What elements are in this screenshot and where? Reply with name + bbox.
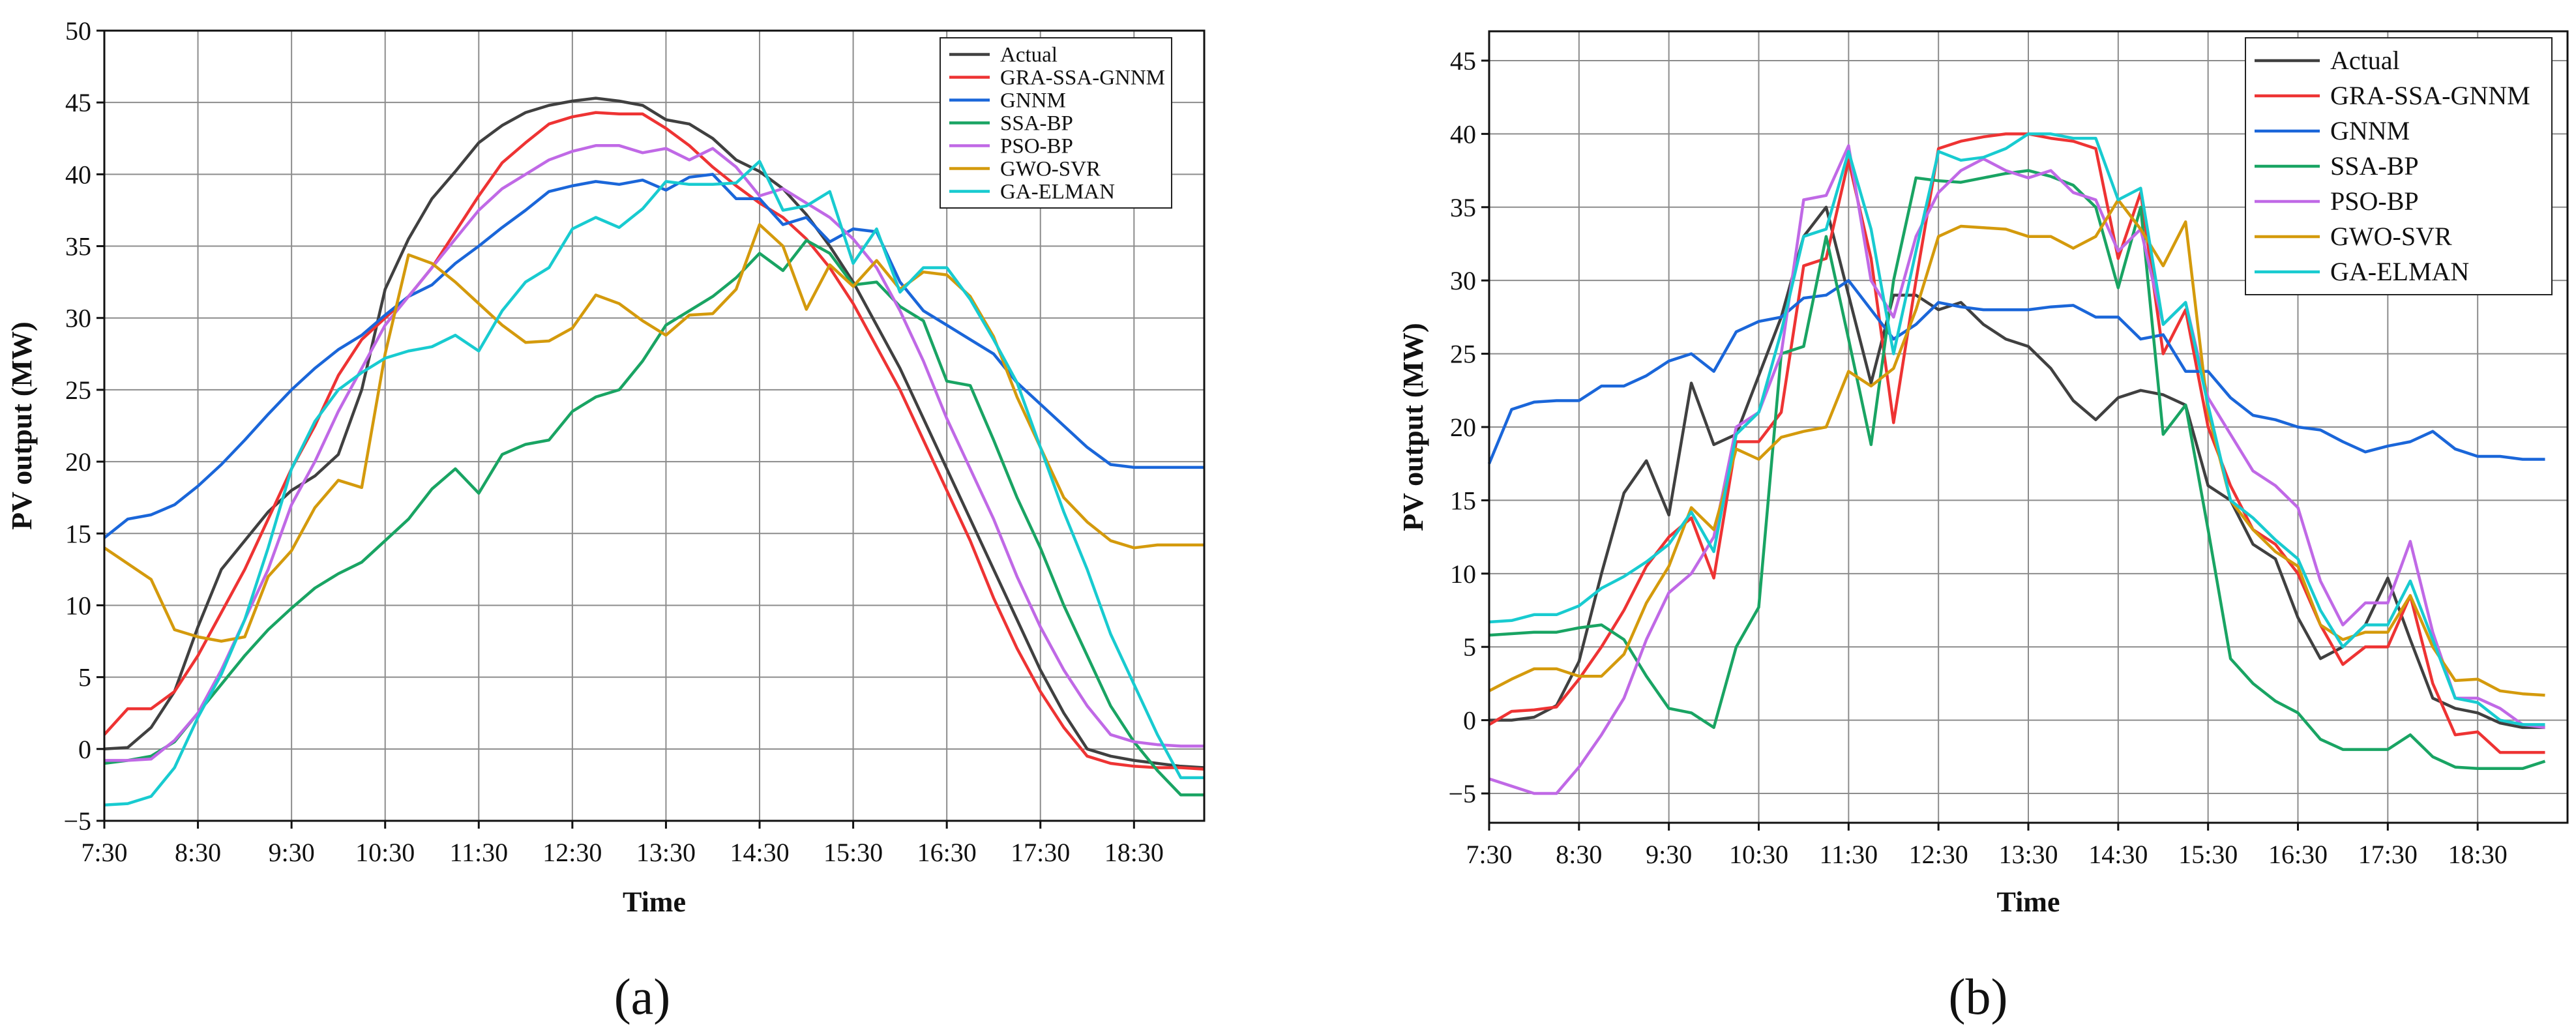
panel-b-y-tick-label: 20 — [1450, 413, 1476, 442]
panel-b-x-axis-title: Time — [1997, 886, 2060, 918]
panel-a-legend-label-pso-bp: PSO-BP — [1000, 135, 1073, 158]
panel-a-y-tick-label: 35 — [65, 232, 91, 261]
panel-a-x-tick-label: 14:30 — [730, 838, 789, 867]
panel-a-x-tick-label: 12:30 — [542, 838, 602, 867]
panel-b-x-tick-label: 10:30 — [1729, 840, 1788, 869]
panel-b-legend-label-gnnm: GNNM — [2330, 116, 2410, 145]
panel-b-y-tick-label: 15 — [1450, 486, 1476, 515]
panel-b-series-lines — [1487, 132, 2546, 795]
panel-b-x-tick-label: 18:30 — [2448, 840, 2508, 869]
panel-a-series-line-gwo-svr — [103, 223, 1204, 643]
panel-a-legend-label-ga-elman: GA-ELMAN — [1000, 181, 1115, 204]
chart-panel-a: −5 0 5 10 15 20 25 30 35 40 45 50 7:30 8:30 9:30 10:30 1… — [6, 16, 1206, 918]
panel-b-y-axis: −5 0 5 10 15 20 25 30 35 40 45 — [1448, 46, 1489, 808]
panel-a-y-tick-label: −5 — [63, 806, 91, 836]
panel-b-series-line-ga-elman — [1488, 132, 2545, 726]
panel-a-x-tick-label: 8:30 — [175, 838, 221, 867]
panel-a-x-tick-label: 13:30 — [636, 838, 696, 867]
panel-a-x-axis-title: Time — [623, 886, 686, 918]
panel-a-legend-label-gwo-svr: GWO-SVR — [1000, 158, 1101, 181]
panel-a-y-tick-label: 0 — [78, 735, 91, 764]
panel-b-x-tick-label: 17:30 — [2358, 840, 2418, 869]
panel-a-y-tick-label: 45 — [65, 88, 91, 117]
panel-b-y-tick-label: −5 — [1448, 779, 1476, 808]
panel-b-series-line-pso-bp — [1488, 144, 2545, 795]
panel-a-y-tick-label: 40 — [65, 160, 91, 189]
panel-a-x-tick-label: 16:30 — [917, 838, 977, 867]
panel-b-series-line-gnnm — [1487, 278, 2545, 465]
panel-b-y-tick-label: 5 — [1463, 632, 1476, 662]
panel-a-y-tick-label: 20 — [65, 447, 91, 477]
panel-a-series-line-gnnm — [103, 173, 1204, 539]
panel-b-y-axis-title: PV output (MW) — [1397, 323, 1429, 531]
panel-a-legend-label-gra-ssa-gnnm: GRA-SSA-GNNM — [1000, 66, 1165, 90]
panel-b-y-tick-label: 40 — [1450, 119, 1476, 149]
panel-b-legend-label-ssa-bp: SSA-BP — [2330, 151, 2419, 181]
panel-a-y-tick-label: 5 — [78, 663, 91, 692]
panel-b-x-axis: 7:30 8:30 9:30 10:30 11:30 12:30 13:30 14:30 15:… — [1466, 823, 2508, 869]
panel-b-legend: Actual GRA-SSA-GNNM GNNM SSA-BP PSO-BP GWO-SV… — [2245, 37, 2553, 295]
panel-b-x-tick-label: 11:30 — [1820, 840, 1878, 869]
panel-b-series-line-actual — [1489, 205, 2545, 730]
panel-a-x-tick-label: 17:30 — [1011, 838, 1070, 867]
panel-a-y-tick-label: 10 — [65, 591, 91, 620]
panel-a-x-tick-label: 11:30 — [449, 838, 508, 867]
panel-a-x-tick-label: 10:30 — [355, 838, 415, 867]
panel-a-legend-label-ssa-bp: SSA-BP — [1000, 112, 1073, 136]
panel-a-plot-frame — [103, 29, 1206, 822]
panel-a-x-tick-label: 9:30 — [269, 838, 315, 867]
panel-a-legend-label-actual: Actual — [1000, 44, 1058, 67]
panel-a-legend: ActualGRA-SSA-GNNMGNNMSSA-BPPSO-BPGWO-SV… — [940, 37, 1172, 209]
panel-b-x-tick-label: 8:30 — [1556, 840, 1602, 869]
panel-b-x-tick-label: 7:30 — [1466, 840, 1512, 869]
panel-b-legend-label-pso-bp: PSO-BP — [2330, 186, 2419, 216]
panel-b-y-tick-label: 45 — [1450, 46, 1476, 76]
panel-a-x-tick-label: 15:30 — [823, 838, 883, 867]
panel-a-y-tick-label: 15 — [65, 519, 91, 548]
panel-b-y-tick-label: 10 — [1450, 559, 1476, 589]
panel-a-series-line-ga-elman — [104, 160, 1204, 807]
panel-a-y-tick-label: 25 — [65, 376, 91, 405]
panel-b-y-tick-label: 30 — [1450, 266, 1476, 295]
panel-b-y-tick-label: 35 — [1450, 193, 1476, 222]
panel-a-series-line-pso-bp — [104, 144, 1204, 762]
panel-a-y-axis-title: PV output (MW) — [6, 321, 38, 529]
panel-b-y-tick-label: 0 — [1463, 706, 1476, 735]
caption-a: (a) — [614, 968, 671, 1025]
panel-a-series-lines — [103, 96, 1205, 807]
panel-a-legend-label-gnnm: GNNM — [1000, 89, 1066, 113]
panel-b-series-line-gwo-svr — [1488, 198, 2545, 697]
panel-a-x-tick-label: 7:30 — [81, 838, 127, 867]
panel-a-series-line-ssa-bp — [104, 239, 1204, 797]
panel-b-x-tick-label: 9:30 — [1646, 840, 1692, 869]
panel-b-y-tick-label: 25 — [1450, 340, 1476, 369]
panel-b-legend-label-gra-ssa-gnnm: GRA-SSA-GNNM — [2330, 81, 2530, 110]
panel-b-legend-label-ga-elman: GA-ELMAN — [2330, 257, 2469, 286]
panel-b-x-tick-label: 16:30 — [2268, 840, 2328, 869]
chart-panel-b: −5 0 5 10 15 20 25 30 35 40 45 7:30 8:30 9:30 10:30 11:… — [1397, 30, 2569, 918]
panel-a-series-line-actual — [104, 96, 1205, 769]
panel-b-x-tick-label: 14:30 — [2088, 840, 2148, 869]
panel-b-x-tick-label: 13:30 — [1998, 840, 2058, 869]
panel-a-x-axis: 7:30 8:30 9:30 10:30 11:30 12:30 13:30 14:30 15:… — [81, 821, 1164, 867]
panel-b-series-line-gra-ssa-gnnm — [1488, 132, 2545, 754]
panel-b-x-tick-label: 12:30 — [1909, 840, 1968, 869]
panel-a-y-tick-label: 50 — [65, 16, 91, 46]
panel-b-series-line-ssa-bp — [1488, 169, 2546, 771]
panel-b-legend-label-actual: Actual — [2330, 46, 2400, 75]
panel-a-y-tick-label: 30 — [65, 304, 91, 333]
panel-b-x-tick-label: 15:30 — [2178, 840, 2238, 869]
panel-a-x-tick-label: 18:30 — [1104, 838, 1164, 867]
panel-a-y-axis: −5 0 5 10 15 20 25 30 35 40 45 50 — [63, 16, 104, 836]
panel-b-legend-label-gwo-svr: GWO-SVR — [2330, 222, 2452, 251]
caption-b: (b) — [1949, 968, 2008, 1025]
